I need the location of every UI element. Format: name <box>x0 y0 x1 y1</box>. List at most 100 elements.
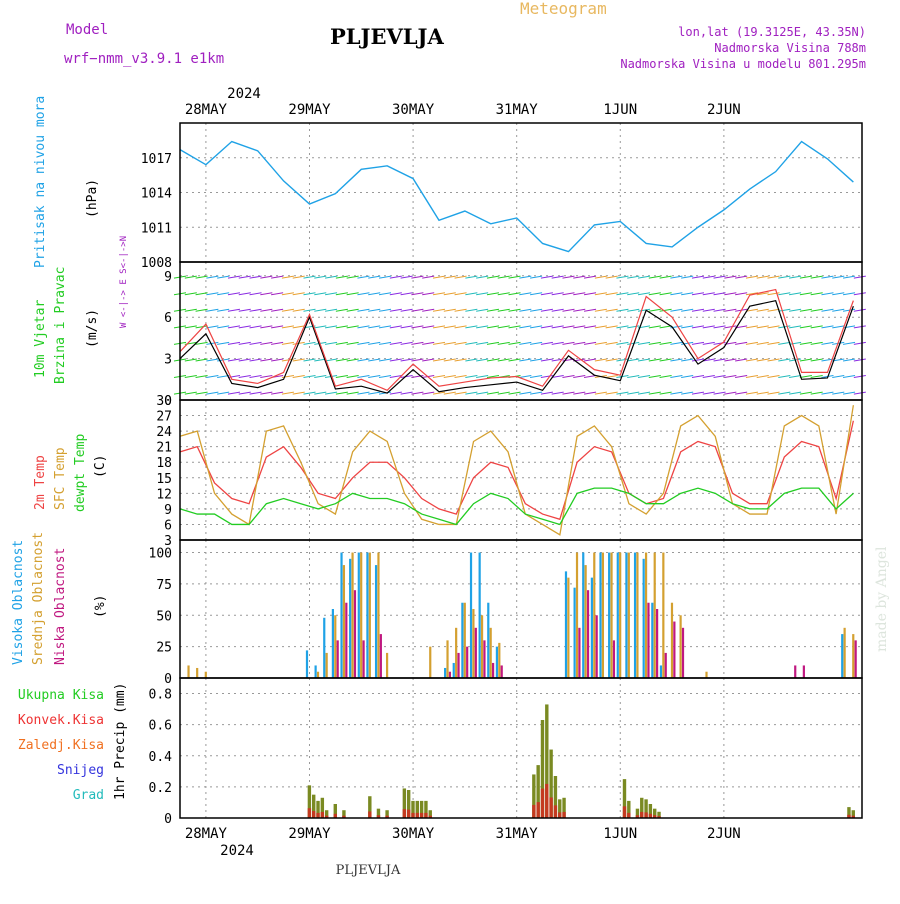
wind-arrow <box>562 391 575 395</box>
cloud-high-bar <box>305 650 309 678</box>
cloud-high-bar <box>616 552 619 678</box>
wind-arrow <box>627 375 640 379</box>
cloud-low-bar <box>578 627 581 678</box>
cloud-mid-bar <box>705 671 708 678</box>
wind-arrow <box>346 275 359 279</box>
wind-arrow <box>271 391 284 395</box>
wind-arrow <box>195 292 208 296</box>
elevation-text: Nadmorska Visina 788m <box>714 41 866 55</box>
cloud-high-bar <box>314 665 317 678</box>
pressure-ylabel: Pritisak na nivou mora <box>33 96 48 268</box>
cloud-low-bar <box>656 609 659 678</box>
wind-arrow <box>238 358 251 362</box>
wind-arrow <box>594 292 607 296</box>
precip-conv-bar <box>635 815 640 818</box>
wind-arrow <box>670 292 683 296</box>
y-tick-label: 0 <box>164 672 172 687</box>
wind-arrow <box>238 391 251 395</box>
y-tick-label: 9 <box>164 270 172 285</box>
wind-arrow <box>810 308 823 312</box>
wind-arrow <box>583 391 597 395</box>
wind-arrow <box>271 325 284 329</box>
wind-arrow <box>497 341 510 345</box>
wind-arrow <box>842 325 856 329</box>
wind-arrow <box>799 358 812 362</box>
wind-arrow <box>702 375 715 379</box>
wind-arrow <box>249 275 262 279</box>
wind-arrow <box>659 391 672 395</box>
wind-arrow <box>637 391 651 395</box>
wind-arrow <box>303 358 316 362</box>
wind-arrow <box>756 391 769 395</box>
precip-conv-bar <box>333 813 337 818</box>
wind-arrow <box>260 308 273 312</box>
precip-bar <box>532 774 536 818</box>
dewpt-temp-label: dewpt Temp <box>73 434 88 512</box>
y-tick-label: 21 <box>156 441 172 456</box>
wind-arrow <box>778 358 791 362</box>
precip-bar <box>402 788 407 818</box>
wind-arrow <box>530 275 543 279</box>
wind-arrow <box>476 308 489 312</box>
wind-arrow <box>659 275 672 279</box>
wind-arrow <box>832 325 845 329</box>
cloud-unit: (%) <box>93 595 108 618</box>
precip-bar <box>536 765 540 818</box>
cloud-mid-bar <box>636 552 639 678</box>
precip-conv-bar <box>428 815 432 818</box>
cloud-high-bar <box>349 558 352 678</box>
precip-bar <box>644 799 648 818</box>
y-tick-label: 0.8 <box>149 688 172 703</box>
wind-arrow <box>691 308 705 312</box>
precip-conv-bar <box>419 812 424 818</box>
cloud-high-bar <box>478 552 481 678</box>
wind-arrow <box>227 391 241 395</box>
wind-arrow <box>335 292 348 296</box>
wind-arrow <box>627 341 640 345</box>
precip-bar <box>342 810 346 818</box>
wind-arrow <box>583 358 597 362</box>
wind-arrow <box>616 391 629 395</box>
footer-station: PLJEVLJA <box>336 863 401 878</box>
wind-arrow <box>227 292 241 296</box>
wind-arrow <box>594 391 607 395</box>
wind-arrow <box>357 341 370 345</box>
precip-conv-bar <box>307 808 312 818</box>
wind-arrow <box>648 358 661 362</box>
wind-arrow <box>443 358 456 362</box>
wind-arrow <box>260 391 273 395</box>
y-tick-label: 1011 <box>141 221 172 236</box>
wind-arrow <box>368 358 381 362</box>
wind-arrow <box>810 325 823 329</box>
wind-arrow <box>659 358 672 362</box>
wind-arrow <box>637 308 651 312</box>
cloud-high-bar <box>374 565 378 678</box>
wind-arrow <box>767 391 780 395</box>
wind-arrow <box>508 341 521 345</box>
precip-conv-bar <box>553 805 558 818</box>
wind-arrow <box>821 308 834 312</box>
wind-arrow <box>443 325 456 329</box>
wind-arrow <box>810 341 823 345</box>
cloud-mid-bar <box>679 615 682 678</box>
precip-conv-bar <box>536 802 540 818</box>
wind-arrow <box>853 375 866 379</box>
wind-arrow <box>260 375 273 379</box>
wind-arrow <box>853 292 866 296</box>
wind-arrow <box>432 391 446 395</box>
wind-arrow <box>713 391 726 395</box>
wind-arrow <box>314 375 327 379</box>
wind-arrow <box>271 341 284 345</box>
wind-arrow <box>551 375 564 379</box>
precip-bar <box>415 800 420 818</box>
wind-arrow <box>745 375 759 379</box>
wind-arrow <box>659 375 672 379</box>
cloud-mid-bar <box>196 667 199 678</box>
wind-arrow <box>821 391 834 395</box>
wind-arrow <box>389 325 402 329</box>
wind-arrow <box>799 325 812 329</box>
wind-arrow <box>378 292 392 296</box>
cloud-low-bar <box>336 640 339 678</box>
wind-arrow <box>271 308 284 312</box>
wind-arrow <box>249 292 262 296</box>
